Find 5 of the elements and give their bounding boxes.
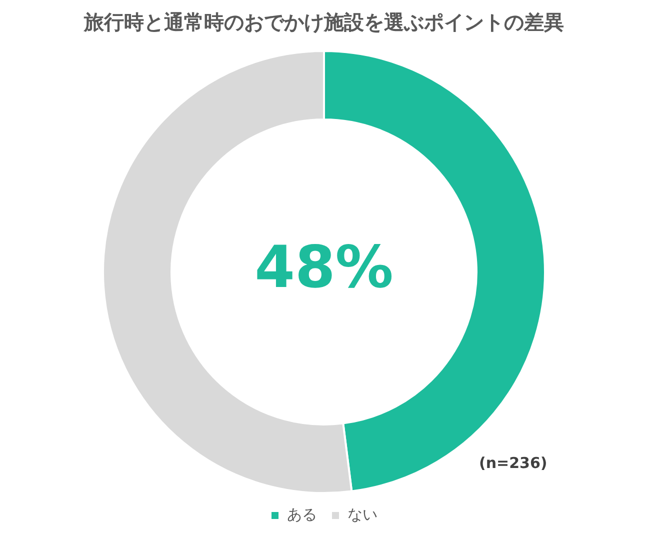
- text: 48%: [254, 233, 394, 302]
- chart-title: 旅行時と通常時のおでかけ施設を選ぶポイントの差異: [83, 10, 564, 34]
- legend-label: ない: [348, 505, 378, 524]
- legend-label: ある: [287, 505, 317, 524]
- text: (n=236): [479, 454, 548, 472]
